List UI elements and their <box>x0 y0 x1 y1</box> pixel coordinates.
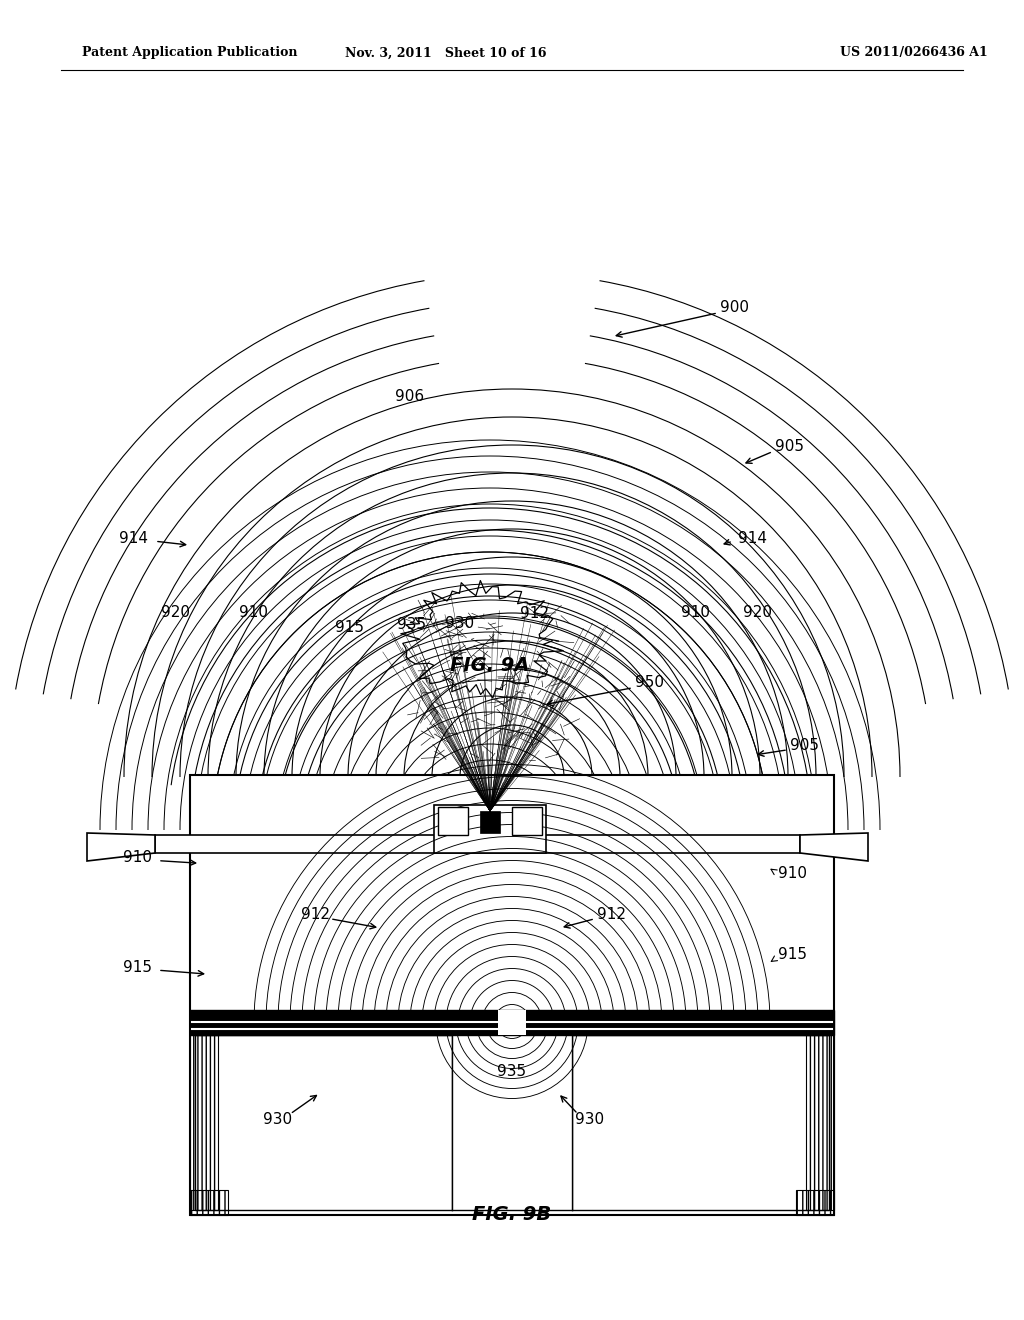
Text: 910: 910 <box>681 605 710 620</box>
Text: 915: 915 <box>123 960 152 975</box>
Text: FIG. 9B: FIG. 9B <box>472 1205 552 1224</box>
Text: 935: 935 <box>397 616 427 632</box>
Bar <box>796 1191 834 1214</box>
Text: 910: 910 <box>239 605 267 620</box>
Bar <box>572 1035 829 1210</box>
Text: 920: 920 <box>742 605 771 620</box>
Text: 914: 914 <box>119 531 148 546</box>
Text: FIG. 9A: FIG. 9A <box>451 656 529 675</box>
Text: 910: 910 <box>778 866 807 882</box>
Text: 930: 930 <box>263 1111 293 1127</box>
Bar <box>480 810 500 833</box>
Text: 912: 912 <box>597 907 627 923</box>
Text: Patent Application Publication: Patent Application Publication <box>82 46 297 59</box>
Text: 905: 905 <box>775 438 804 454</box>
Bar <box>498 1010 526 1035</box>
Text: US 2011/0266436 A1: US 2011/0266436 A1 <box>840 46 987 59</box>
Bar <box>190 775 834 1214</box>
Text: 906: 906 <box>395 388 425 404</box>
Bar <box>190 1035 218 1210</box>
Text: 912: 912 <box>300 907 330 923</box>
Text: 914: 914 <box>738 531 767 546</box>
Text: 900: 900 <box>720 300 749 315</box>
Text: 930: 930 <box>575 1111 604 1127</box>
Bar <box>512 807 542 836</box>
Polygon shape <box>87 833 155 861</box>
Text: 905: 905 <box>790 738 819 754</box>
Text: 912: 912 <box>520 606 549 622</box>
Text: 915: 915 <box>778 946 807 962</box>
Polygon shape <box>800 833 868 861</box>
Text: 910: 910 <box>123 850 152 866</box>
Bar <box>195 1035 452 1210</box>
Bar <box>438 807 468 836</box>
Text: 935: 935 <box>498 1064 526 1080</box>
Bar <box>452 1035 572 1210</box>
Text: Nov. 3, 2011   Sheet 10 of 16: Nov. 3, 2011 Sheet 10 of 16 <box>345 46 546 59</box>
Bar <box>190 1010 834 1035</box>
Text: 950: 950 <box>635 675 664 690</box>
Bar <box>190 1191 228 1214</box>
Bar <box>434 805 546 853</box>
Text: 920: 920 <box>161 605 189 620</box>
Bar <box>806 1035 834 1210</box>
Text: 915: 915 <box>336 619 365 635</box>
Text: 930: 930 <box>445 615 474 631</box>
Bar <box>155 836 800 853</box>
